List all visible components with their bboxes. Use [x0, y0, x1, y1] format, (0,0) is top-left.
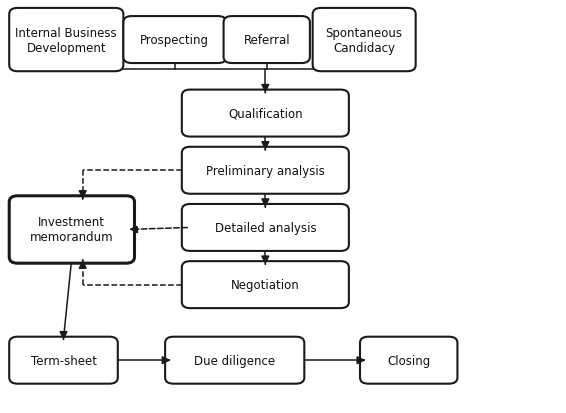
- Text: Qualification: Qualification: [228, 107, 303, 120]
- FancyBboxPatch shape: [182, 90, 349, 137]
- FancyBboxPatch shape: [9, 337, 118, 384]
- Text: Spontaneous
Candidacy: Spontaneous Candidacy: [325, 26, 402, 55]
- Text: Referral: Referral: [243, 34, 290, 47]
- FancyBboxPatch shape: [165, 337, 305, 384]
- FancyBboxPatch shape: [312, 9, 415, 72]
- FancyBboxPatch shape: [224, 17, 310, 64]
- Text: Investment
memorandum: Investment memorandum: [30, 216, 114, 244]
- Text: Closing: Closing: [387, 354, 430, 367]
- FancyBboxPatch shape: [182, 147, 349, 194]
- FancyBboxPatch shape: [182, 261, 349, 309]
- Text: Prospecting: Prospecting: [140, 34, 209, 47]
- Text: Negotiation: Negotiation: [231, 278, 300, 292]
- Text: Preliminary analysis: Preliminary analysis: [206, 164, 325, 177]
- FancyBboxPatch shape: [9, 196, 135, 263]
- Text: Detailed analysis: Detailed analysis: [215, 221, 316, 234]
- Text: Term-sheet: Term-sheet: [31, 354, 97, 367]
- FancyBboxPatch shape: [182, 204, 349, 252]
- FancyBboxPatch shape: [360, 337, 457, 384]
- FancyBboxPatch shape: [123, 17, 226, 64]
- Text: Due diligence: Due diligence: [194, 354, 275, 367]
- FancyBboxPatch shape: [9, 9, 123, 72]
- Text: Internal Business
Development: Internal Business Development: [15, 26, 117, 55]
